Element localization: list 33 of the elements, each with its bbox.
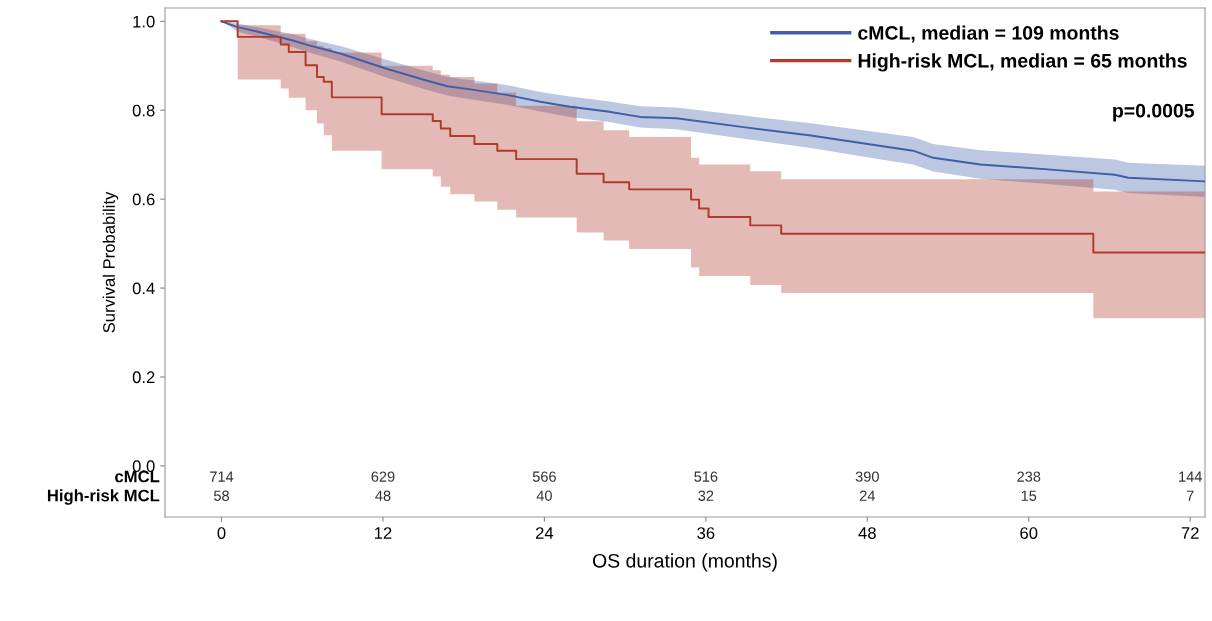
y-tick-label: 0.4 [132,282,155,295]
text: cMCL [115,470,160,483]
y-tick-label: 0.8 [132,104,155,117]
x-tick-label: 36 [697,527,715,539]
annotation: 390 [855,471,879,482]
annotation: 566 [532,471,556,482]
y-tick-label: 0.2 [132,371,155,384]
annotation: 144 [1179,471,1202,482]
annotation: 238 [1017,471,1041,482]
annotation: 48 [375,490,391,501]
text: High-risk MCL [47,489,160,505]
x-tick-label: 48 [858,527,876,539]
legend-label: cMCL, median = 109 months [858,25,1119,43]
annotation: 40 [536,490,552,501]
annotation: p=0.0005 [1113,103,1195,122]
x-tick-label: 72 [1181,527,1199,539]
x-tick-label: 12 [374,527,392,539]
annotation: 629 [371,471,395,482]
annotation: 516 [694,471,718,482]
x-axis-title: OS duration (months) [592,553,777,572]
legend-label: High-risk MCL, median = 65 months [858,53,1187,72]
annotation: 24 [859,490,875,501]
y-tick-label: 1.0 [133,15,155,28]
annotation: 32 [698,490,714,501]
annotation: 7 [1186,490,1194,501]
x-tick-label: 24 [535,527,554,539]
y-axis-title: Survival Probability [102,191,119,333]
x-tick-label: 0 [217,527,226,539]
annotation: 15 [1021,490,1037,501]
annotation: 714 [210,471,234,482]
x-tick-label: 60 [1020,527,1038,539]
y-tick-label: 0.6 [132,193,155,206]
annotation: 58 [213,490,229,501]
